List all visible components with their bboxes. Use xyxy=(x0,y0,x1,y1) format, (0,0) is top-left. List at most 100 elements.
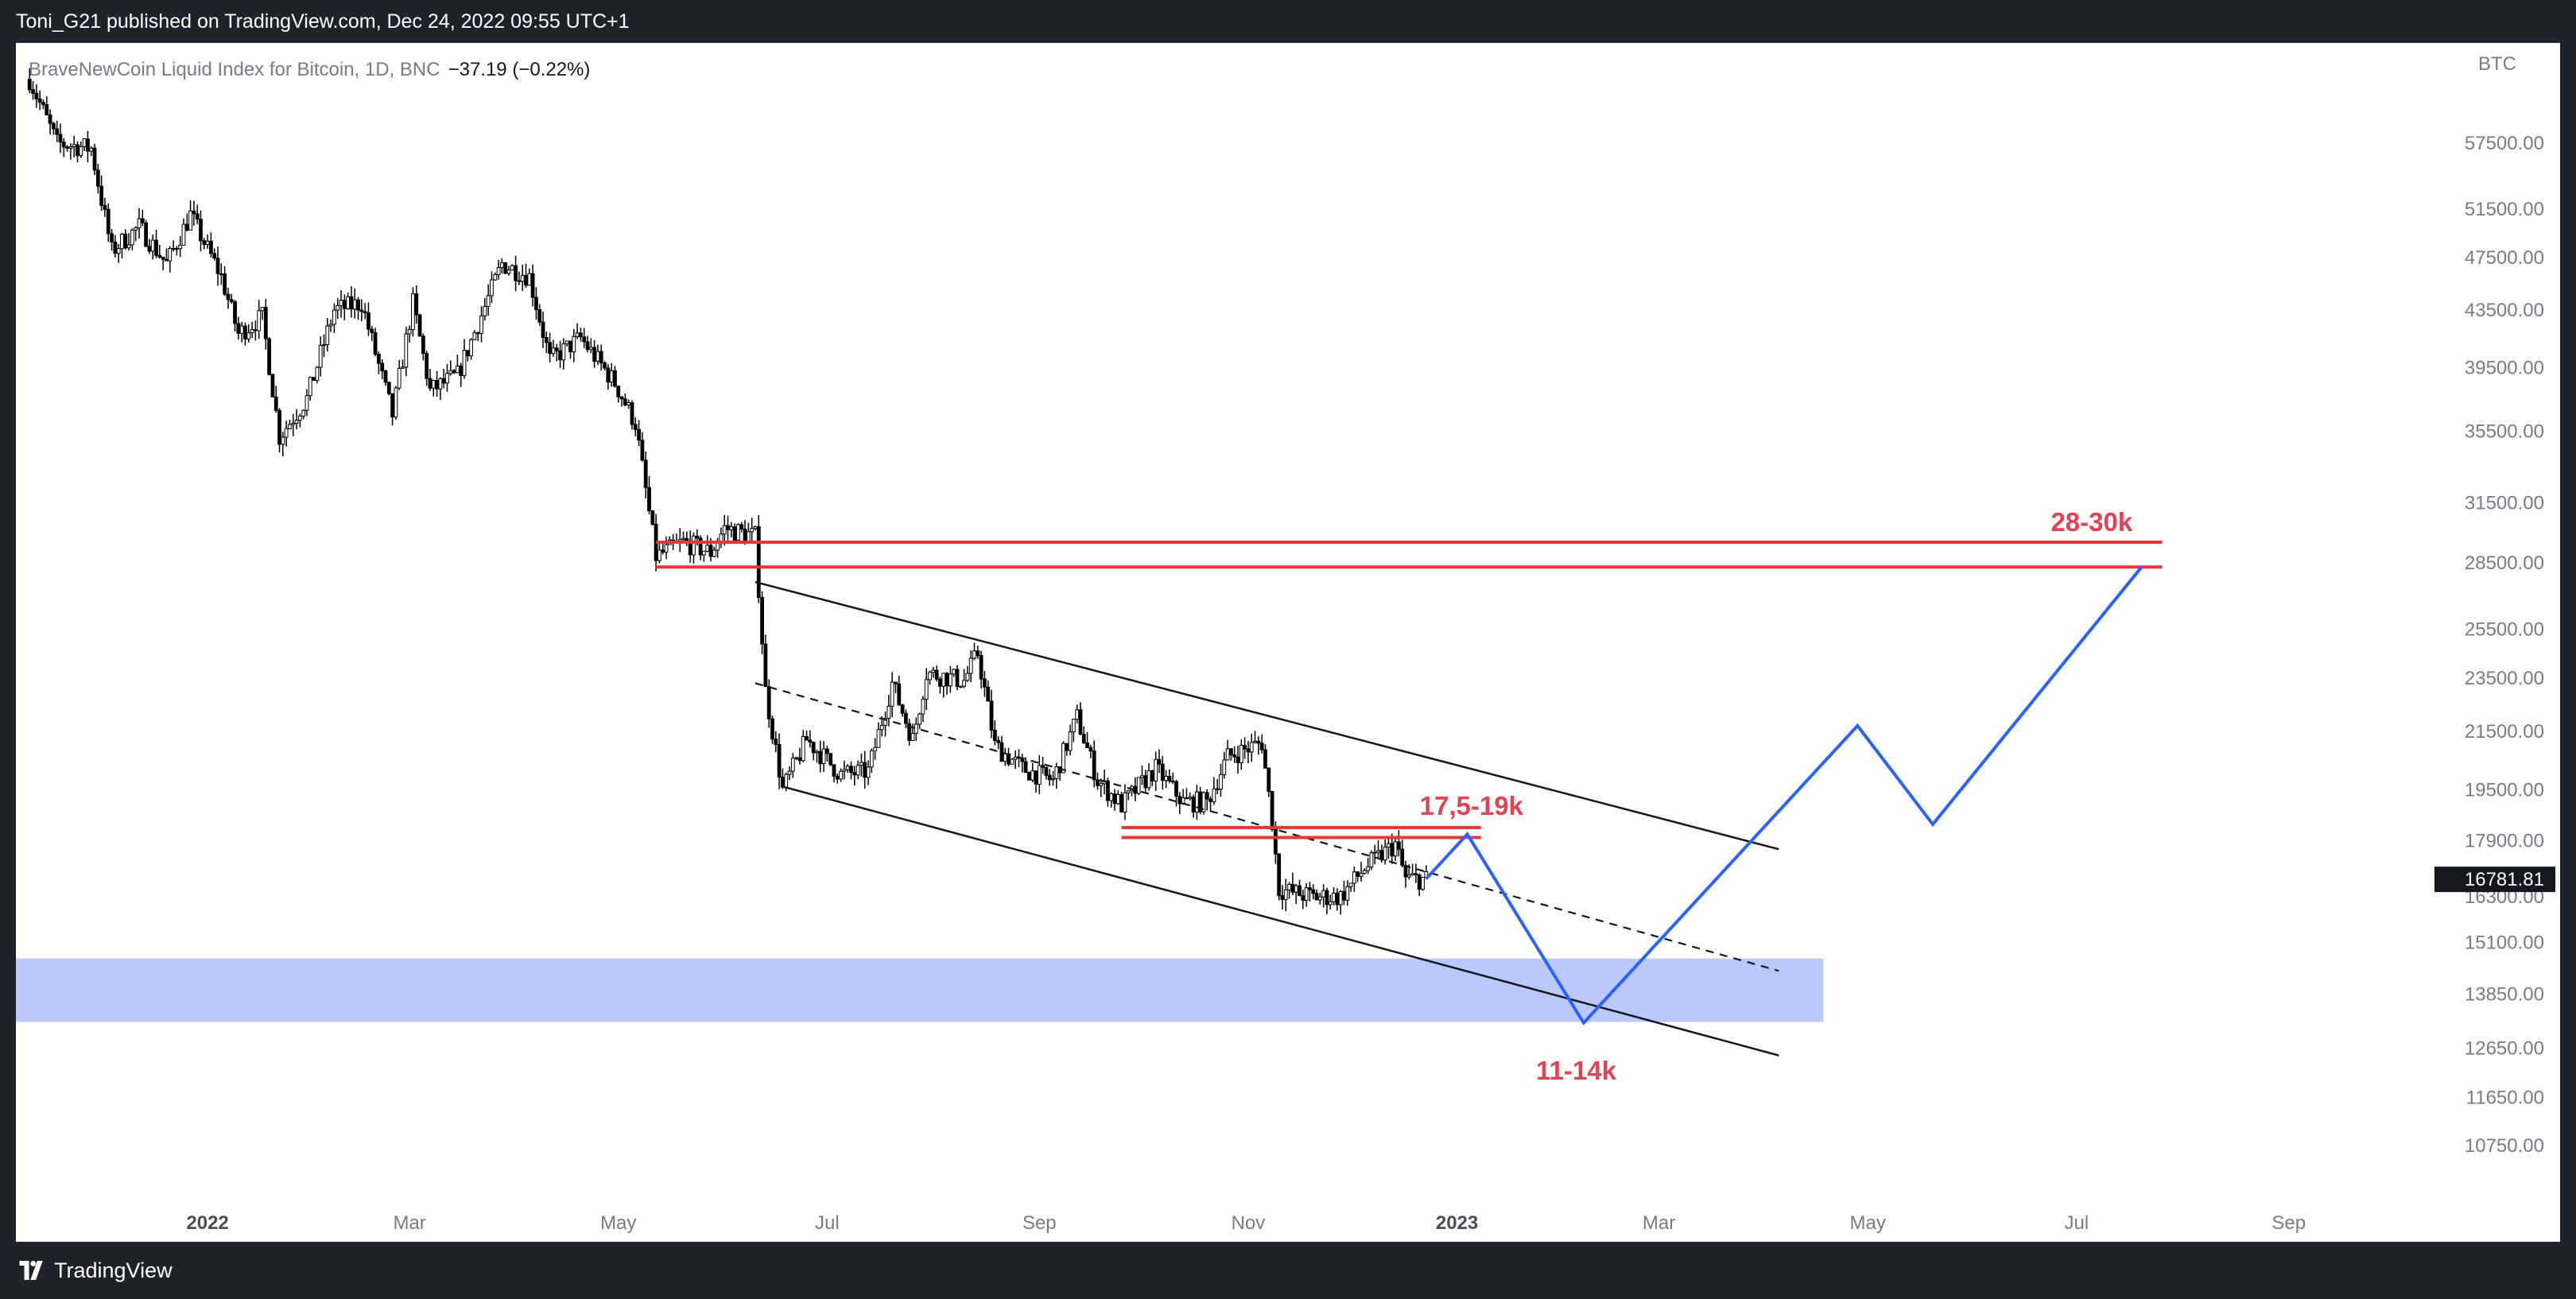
candle xyxy=(541,312,545,348)
candle xyxy=(161,256,165,271)
candle-body xyxy=(879,724,884,731)
candle-body xyxy=(1126,790,1131,793)
candle xyxy=(425,351,429,386)
candle xyxy=(517,271,522,285)
candle-body xyxy=(726,525,730,530)
candle xyxy=(1301,890,1305,909)
candle-body xyxy=(1140,775,1144,778)
candle xyxy=(753,525,758,531)
candle xyxy=(1328,894,1333,910)
candle xyxy=(650,510,655,525)
candle-body xyxy=(435,380,439,390)
channel-lower-line xyxy=(782,785,1779,1057)
candle xyxy=(918,712,922,730)
candle-body xyxy=(37,98,42,103)
candle-body xyxy=(938,678,942,687)
candle-body xyxy=(1369,852,1374,867)
candle xyxy=(729,522,734,537)
candle-body xyxy=(157,254,162,258)
candle-body xyxy=(1356,871,1360,877)
price-chart[interactable]: 28-30k 17,5-19k 11-14k BTC 57500.00 51500.00 4… xyxy=(16,43,2560,1242)
candle-body xyxy=(603,363,607,369)
candle xyxy=(411,287,415,337)
candle-body xyxy=(274,396,278,411)
candle-body xyxy=(383,370,388,383)
candle-body xyxy=(51,122,56,130)
candle-body xyxy=(1256,740,1261,744)
candle xyxy=(746,522,751,542)
candle-body xyxy=(763,643,768,688)
candle xyxy=(548,332,553,363)
candle-body xyxy=(924,679,929,700)
y-tick-label: 17900.00 xyxy=(2465,831,2544,852)
candle xyxy=(274,386,278,413)
candle-body xyxy=(692,535,696,556)
candle-body xyxy=(530,273,535,298)
candle xyxy=(243,322,247,346)
footer-bar: TradingView xyxy=(0,1242,2576,1299)
candle xyxy=(154,230,158,258)
candle xyxy=(606,363,611,390)
candle-body xyxy=(219,273,223,275)
candle-body xyxy=(1068,731,1073,751)
candle-body xyxy=(941,673,946,687)
candle-body xyxy=(790,758,795,772)
candle xyxy=(322,334,326,358)
candle-body xyxy=(325,325,330,345)
candle-body xyxy=(349,296,354,310)
candle xyxy=(1348,882,1353,892)
candle xyxy=(989,689,994,739)
candle-body xyxy=(596,351,600,362)
candle xyxy=(37,91,42,111)
candle xyxy=(1243,737,1247,759)
candle-body xyxy=(130,229,134,246)
tradingview-brand[interactable]: TradingView xyxy=(16,1258,173,1283)
candle xyxy=(1283,878,1288,912)
candle-body xyxy=(808,739,813,743)
chart-area[interactable]: 28-30k 17,5-19k 11-14k BTC 57500.00 51500.00 4… xyxy=(16,43,2560,1242)
candle xyxy=(588,338,593,354)
candle-body xyxy=(103,204,107,210)
candle-body xyxy=(1321,890,1326,898)
candle-body xyxy=(544,336,549,343)
candle xyxy=(1130,785,1134,797)
candle xyxy=(404,327,409,377)
candle xyxy=(469,338,474,360)
candle-body xyxy=(140,218,145,223)
candle-body xyxy=(931,669,936,673)
candle-body xyxy=(226,293,231,301)
candle xyxy=(805,730,809,741)
x-tick-label: Mar xyxy=(1643,1212,1675,1234)
candle-body xyxy=(312,377,316,382)
candle-body xyxy=(979,655,983,680)
candle-body xyxy=(770,718,774,740)
candle xyxy=(291,413,296,436)
candle-body xyxy=(137,218,142,229)
candle xyxy=(260,307,265,320)
x-tick-label: May xyxy=(600,1212,636,1234)
candle-body xyxy=(1115,793,1120,805)
candle xyxy=(1232,746,1237,763)
candle xyxy=(1314,889,1319,901)
candle-body xyxy=(1421,877,1425,890)
candle xyxy=(472,330,477,341)
candle-body xyxy=(147,246,152,252)
candle-body xyxy=(1298,885,1302,897)
candle-body xyxy=(397,367,402,389)
candle-body xyxy=(1044,766,1049,776)
candle xyxy=(455,355,460,374)
candle-body xyxy=(918,713,922,725)
candle xyxy=(236,316,241,339)
candle-body xyxy=(760,597,764,645)
candle xyxy=(168,246,173,273)
candle xyxy=(1092,740,1096,788)
candle xyxy=(277,408,281,453)
candle xyxy=(1267,767,1271,797)
candle-body xyxy=(1390,843,1395,857)
candle xyxy=(76,141,80,163)
candle xyxy=(1167,769,1172,784)
candle xyxy=(1376,840,1380,858)
candle xyxy=(1366,857,1371,874)
candle-body xyxy=(835,775,840,780)
candle-body xyxy=(619,396,624,400)
